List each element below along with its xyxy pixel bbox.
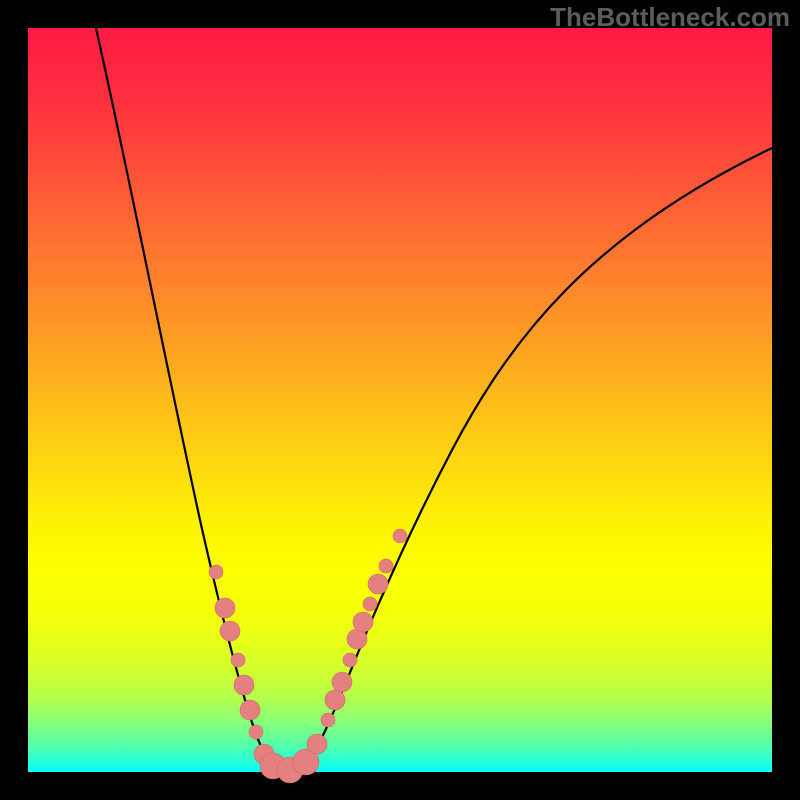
bottleneck-curve-left bbox=[96, 28, 288, 771]
data-dot bbox=[234, 675, 254, 695]
data-dot bbox=[379, 559, 393, 573]
data-dot bbox=[353, 612, 373, 632]
data-dot bbox=[321, 713, 335, 727]
data-dot bbox=[332, 672, 352, 692]
data-dot bbox=[325, 690, 345, 710]
data-dot bbox=[307, 734, 327, 754]
chart-canvas: TheBottleneck.com bbox=[0, 0, 800, 800]
watermark-text: TheBottleneck.com bbox=[550, 2, 790, 33]
data-dots bbox=[209, 529, 407, 783]
data-dot bbox=[209, 565, 223, 579]
bottleneck-curve-right bbox=[288, 148, 772, 771]
data-dot bbox=[393, 529, 407, 543]
data-dot bbox=[363, 597, 377, 611]
data-dot bbox=[368, 574, 388, 594]
data-dot bbox=[249, 725, 263, 739]
data-dot bbox=[220, 621, 240, 641]
data-dot bbox=[231, 653, 245, 667]
data-dot bbox=[240, 700, 260, 720]
data-dot bbox=[215, 598, 235, 618]
curve-layer bbox=[0, 0, 800, 800]
data-dot bbox=[343, 653, 357, 667]
